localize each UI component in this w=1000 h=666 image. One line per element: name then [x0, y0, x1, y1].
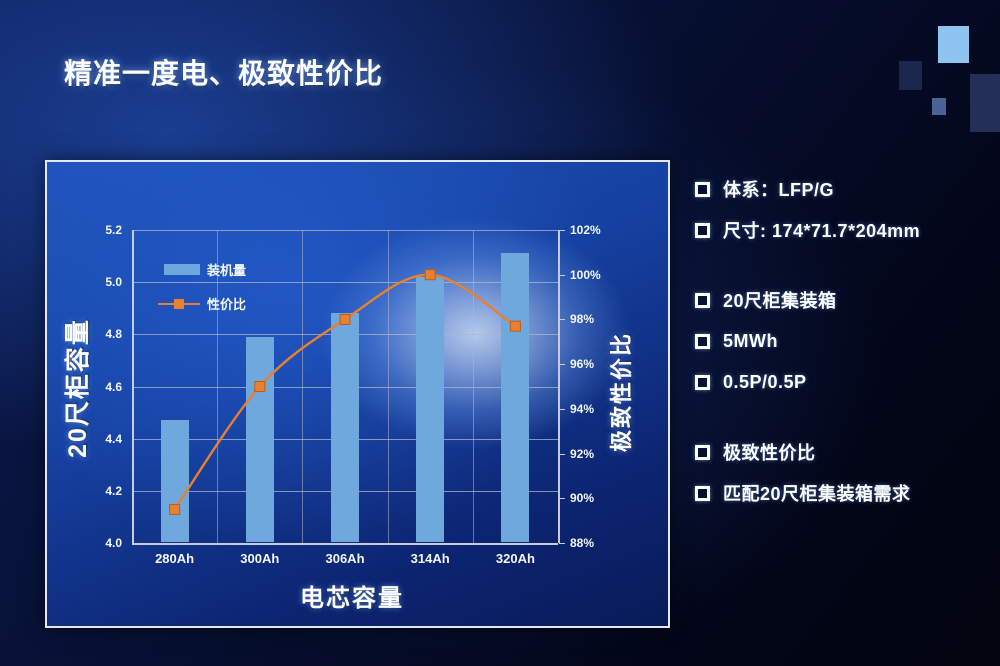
x-axis-title: 电芯容量: [300, 585, 404, 612]
right-axis-title: 极致性价比: [609, 331, 634, 453]
line-series-swatch-icon: [158, 298, 200, 309]
spec-item-label: 体系：LFP/G: [723, 180, 834, 200]
square-bullet-icon: [695, 444, 710, 460]
right-axis-tick-mark: [559, 498, 565, 500]
right-axis-tick: 88%: [570, 536, 595, 550]
decor-square-2: [932, 98, 946, 115]
right-axis-tick-mark: [559, 543, 565, 544]
spec-item-label: 20尺柜集装箱: [723, 291, 837, 311]
x-axis-tick: 320Ah: [495, 551, 535, 566]
line-marker-300Ah: [254, 381, 266, 392]
right-axis-tick: 102%: [570, 223, 601, 237]
legend-label-line: 性价比: [207, 297, 247, 312]
gridline-v: [558, 230, 560, 543]
line-marker-314Ah: [424, 269, 436, 281]
spec-item: 5MWh: [695, 328, 985, 354]
line-marker-320Ah: [509, 320, 521, 332]
bar-300Ah: [245, 336, 274, 542]
square-bullet-icon: [695, 374, 710, 390]
square-bullet-icon: [695, 292, 710, 308]
gridline-v: [302, 230, 304, 543]
left-axis-tick: 5.2: [105, 223, 122, 237]
left-axis-tick: 4.2: [105, 483, 122, 498]
x-axis-tick: 300Ah: [240, 551, 280, 566]
square-bullet-icon: [695, 333, 710, 349]
right-axis-tick-mark: [559, 453, 565, 455]
spec-item: 极致性价比: [695, 439, 985, 465]
right-axis-tick-mark: [559, 274, 565, 276]
spec-item-label: 0.5P/0.5P: [723, 371, 807, 392]
left-axis-tick: 4.0: [105, 536, 122, 550]
x-axis-tick: 306Ah: [325, 551, 365, 566]
gridline-v: [387, 230, 389, 543]
legend-item-bar-series: 装机量: [164, 260, 246, 279]
gridline-h: [132, 230, 558, 231]
right-axis-tick-mark: [559, 408, 565, 410]
decor-square-1: [899, 61, 922, 90]
legend-item-line-series: 性价比: [158, 294, 246, 313]
gridline-v: [217, 230, 219, 543]
spec-list: 体系：LFP/G 尺寸: 174*71.7*204mm 20尺柜集装箱 5MWh 0.5…: [695, 176, 985, 550]
gridline-h: [132, 543, 558, 545]
spec-group-0: 体系：LFP/G 尺寸: 174*71.7*204mm: [695, 176, 985, 243]
x-axis-tick: 280Ah: [155, 551, 195, 566]
spec-item: 匹配20尺柜集装箱需求: [695, 480, 985, 506]
right-axis-tick-mark: [559, 230, 565, 231]
right-axis-tick: 90%: [570, 491, 595, 506]
spec-group-1: 20尺柜集装箱 5MWh 0.5P/0.5P: [695, 287, 985, 395]
left-axis-tick: 4.8: [105, 327, 122, 342]
line-series-marker-icon: [174, 298, 184, 309]
right-axis-tick: 94%: [570, 401, 595, 416]
line-series: [169, 269, 521, 515]
line-marker-306Ah: [339, 313, 351, 325]
spec-item: 20尺柜集装箱: [695, 287, 985, 313]
spec-item: 尺寸: 174*71.7*204mm: [695, 217, 985, 243]
spec-group-2: 极致性价比匹配20尺柜集装箱需求: [695, 439, 985, 506]
right-axis-tick-mark: [559, 364, 565, 366]
left-axis-tick: 4.6: [105, 379, 122, 394]
line-marker-280Ah: [169, 503, 181, 515]
right-axis-tick: 98%: [570, 312, 595, 327]
gridline-v: [132, 230, 134, 543]
square-bullet-icon: [695, 222, 710, 238]
spec-item-label: 极致性价比: [723, 443, 816, 463]
bar-series-swatch-icon: [164, 264, 200, 275]
decor-square-0: [938, 26, 969, 63]
spec-item-label: 尺寸: 174*71.7*204mm: [723, 221, 921, 241]
left-axis-tick: 4.4: [105, 431, 122, 446]
gridline-h: [132, 282, 558, 284]
right-axis-tick: 96%: [570, 357, 595, 372]
bar-306Ah: [331, 313, 359, 542]
legend-label-bar: 装机量: [207, 263, 247, 278]
bar-314Ah: [416, 276, 445, 542]
left-axis-title: 20尺柜容量: [64, 318, 92, 458]
slide-title: 精准一度电、极致性价比: [64, 58, 384, 89]
right-axis-tick: 92%: [570, 446, 595, 461]
x-axis-tick: 314Ah: [410, 551, 450, 566]
square-bullet-icon: [695, 485, 710, 501]
square-bullet-icon: [695, 181, 710, 197]
spec-item: 体系：LFP/G: [695, 176, 985, 202]
bar-280Ah: [160, 420, 189, 542]
decor-square-3: [970, 74, 1000, 132]
spec-item-label: 匹配20尺柜集装箱需求: [723, 484, 911, 504]
spec-item: 0.5P/0.5P: [695, 369, 985, 395]
spec-item-label: 5MWh: [723, 330, 778, 351]
gridline-v: [472, 230, 474, 543]
right-axis-tick: 100%: [570, 267, 601, 282]
left-axis-tick: 5.0: [105, 275, 122, 290]
right-axis-tick-mark: [559, 319, 565, 321]
bar-320Ah: [501, 253, 530, 542]
